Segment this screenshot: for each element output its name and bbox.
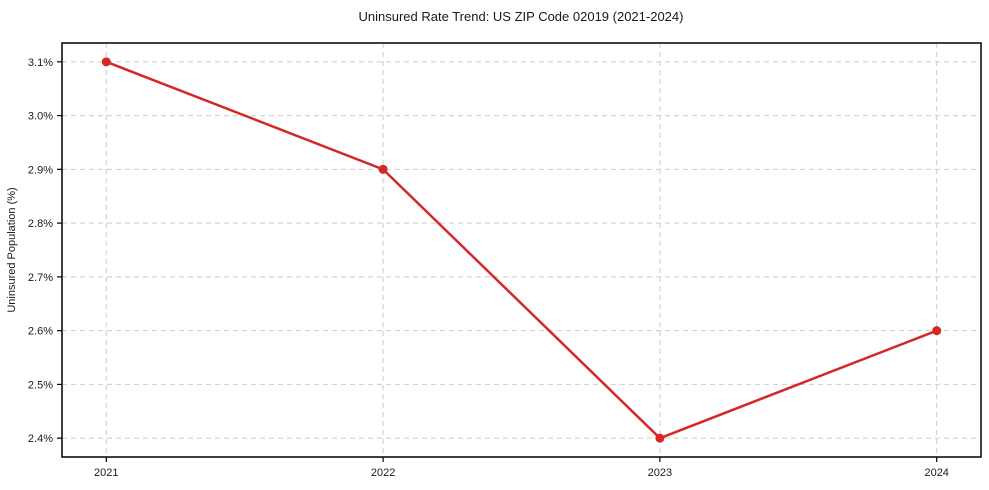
data-point-marker [378, 164, 388, 174]
grid-layer [62, 43, 981, 457]
series-layer [101, 57, 942, 443]
data-point-marker [655, 433, 665, 443]
y-tick-label: 2.8% [28, 218, 53, 230]
y-tick-label: 2.6% [28, 326, 53, 338]
y-tick-label: 3.1% [28, 57, 53, 69]
x-tick-label: 2024 [924, 467, 948, 479]
data-point-marker [101, 57, 111, 67]
y-tick-label: 2.5% [28, 379, 53, 391]
trend-line [105, 60, 938, 440]
x-tick-label: 2021 [94, 467, 118, 479]
y-tick-label: 2.9% [28, 164, 53, 176]
x-tick-label: 2022 [371, 467, 395, 479]
y-tick-label: 2.4% [28, 433, 53, 445]
plot-border [61, 42, 982, 458]
data-point-marker [932, 326, 942, 336]
y-tick-label: 2.7% [28, 272, 53, 284]
chart-title: Uninsured Rate Trend: US ZIP Code 02019 … [359, 9, 684, 24]
y-axis-label: Uninsured Population (%) [6, 187, 18, 312]
x-tick-label: 2023 [648, 467, 672, 479]
y-tick-label: 3.0% [28, 111, 53, 123]
axis-layer: 2.4% 2.5% 2.6% 2.7% 2.8% 2.9% 3.0% 3.1% 2021 2022… [28, 42, 982, 479]
